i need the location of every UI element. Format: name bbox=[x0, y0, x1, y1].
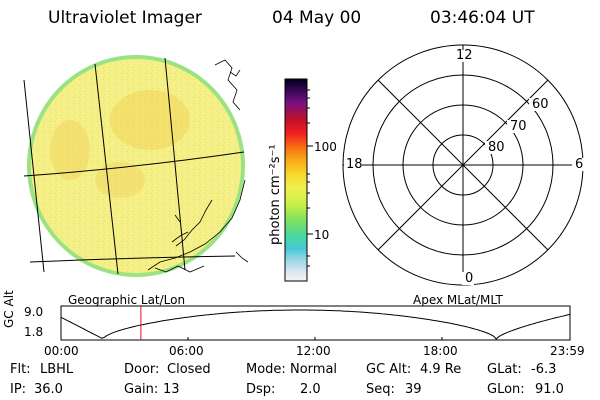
seq-label: Seq: bbox=[366, 382, 395, 397]
altitude-xtick-1200: 12:00 bbox=[296, 344, 331, 358]
color-scale-bar bbox=[284, 78, 313, 282]
altitude-ytick-9: 9.0 bbox=[24, 305, 44, 319]
altitude-xtick-1800: 18:00 bbox=[423, 344, 458, 358]
mlat-label-70: 70 bbox=[510, 119, 527, 134]
colorbar-tick-10: 10 bbox=[314, 228, 330, 242]
altitude-xtick-0000: 00:00 bbox=[44, 344, 79, 358]
flt-label: Flt: bbox=[10, 362, 31, 377]
time-label: 03:46:04 UT bbox=[430, 8, 535, 28]
flt-value: LBHL bbox=[40, 362, 74, 377]
gain-label: Gain: bbox=[124, 382, 159, 397]
colorbar-tick-100: 100 bbox=[314, 140, 337, 154]
glon-label: GLon: bbox=[487, 382, 525, 397]
apex-caption: Apex MLat/MLT bbox=[413, 293, 503, 307]
glat-label: GLat: bbox=[487, 362, 522, 377]
mlt-label-0: 0 bbox=[465, 271, 474, 286]
mlat-label-80: 80 bbox=[488, 140, 505, 155]
altitude-ylabel: GC Alt bbox=[2, 290, 16, 328]
mlt-label-12: 12 bbox=[456, 48, 473, 63]
altitude-plot-frame bbox=[60, 305, 571, 341]
mlat-label-60: 60 bbox=[532, 97, 549, 112]
geographic-caption: Geographic Lat/Lon bbox=[68, 293, 186, 307]
dsp-value: 2.0 bbox=[300, 382, 321, 397]
geographic-image-panel bbox=[23, 55, 249, 277]
mlt-label-6: 6 bbox=[575, 157, 584, 172]
altitude-ytick-1-8: 1.8 bbox=[24, 325, 44, 339]
ip-value: 36.0 bbox=[34, 382, 63, 397]
ip-label: IP: bbox=[10, 382, 27, 397]
door-label: Door: bbox=[124, 362, 160, 377]
mode-value: Normal bbox=[290, 362, 338, 377]
dsp-label: Dsp: bbox=[246, 382, 276, 397]
mlt-label-18: 18 bbox=[346, 157, 363, 172]
gcalt-label: GC Alt: bbox=[366, 362, 412, 377]
polar-grid-panel bbox=[342, 44, 584, 286]
gcalt-value: 4.9 Re bbox=[420, 362, 462, 377]
colorbar-unit-label: photon cm⁻²s⁻¹ bbox=[268, 144, 283, 245]
geo-grid-lines bbox=[23, 57, 245, 275]
altitude-plot bbox=[60, 305, 571, 341]
glon-value: 91.0 bbox=[535, 382, 564, 397]
glat-value: -6.3 bbox=[531, 362, 557, 377]
mode-label: Mode: bbox=[246, 362, 286, 377]
seq-value: 39 bbox=[405, 382, 422, 397]
coastline bbox=[147, 59, 249, 273]
altitude-xtick-0600: 06:00 bbox=[169, 344, 204, 358]
instrument-title: Ultraviolet Imager bbox=[48, 8, 202, 28]
altitude-xtick-2359: 23:59 bbox=[550, 344, 585, 358]
date-label: 04 May 00 bbox=[272, 8, 362, 28]
door-value: Closed bbox=[167, 362, 211, 377]
gain-value: 13 bbox=[163, 382, 180, 397]
altitude-curve bbox=[60, 309, 571, 340]
